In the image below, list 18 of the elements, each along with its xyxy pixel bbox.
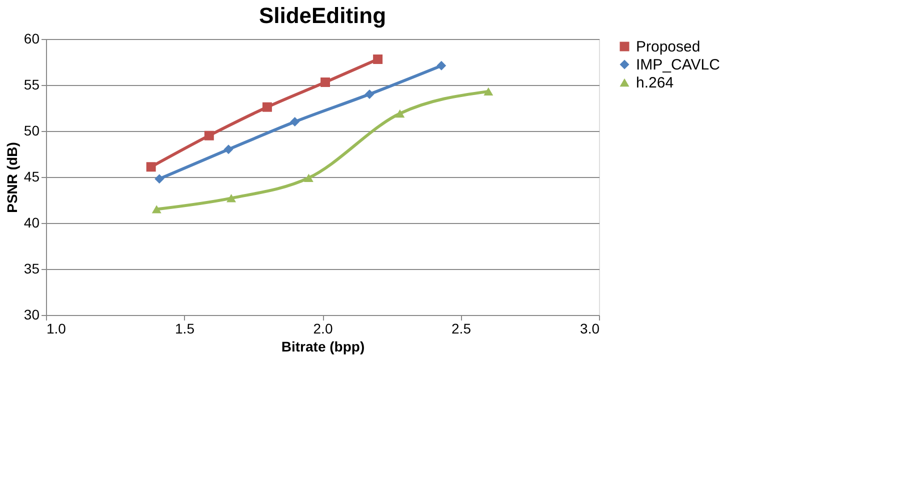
y-tick-label: 60	[24, 30, 40, 46]
legend-label: IMP_CAVLC	[636, 56, 720, 74]
x-tick-label: 2.0	[313, 320, 333, 336]
x-axis-title: Bitrate (bpp)	[281, 338, 365, 354]
y-tick-label: 30	[24, 306, 40, 322]
y-tick-label: 35	[24, 260, 40, 276]
y-tick-label: 50	[24, 122, 40, 138]
x-tick-label: 1.5	[175, 320, 195, 336]
x-tick-label: 1.0	[46, 320, 66, 336]
y-tick-label: 40	[24, 214, 40, 230]
y-axis-title: PSNR (dB)	[4, 142, 20, 213]
y-tick-label: 45	[24, 168, 40, 184]
legend-label: Proposed	[636, 38, 700, 56]
x-tick-label: 2.5	[452, 320, 472, 336]
chart-title: SlideEditing	[258, 3, 386, 28]
x-tick-label: 3.0	[580, 320, 600, 336]
y-tick-label: 55	[24, 76, 40, 92]
legend-label: h.264	[636, 74, 674, 92]
